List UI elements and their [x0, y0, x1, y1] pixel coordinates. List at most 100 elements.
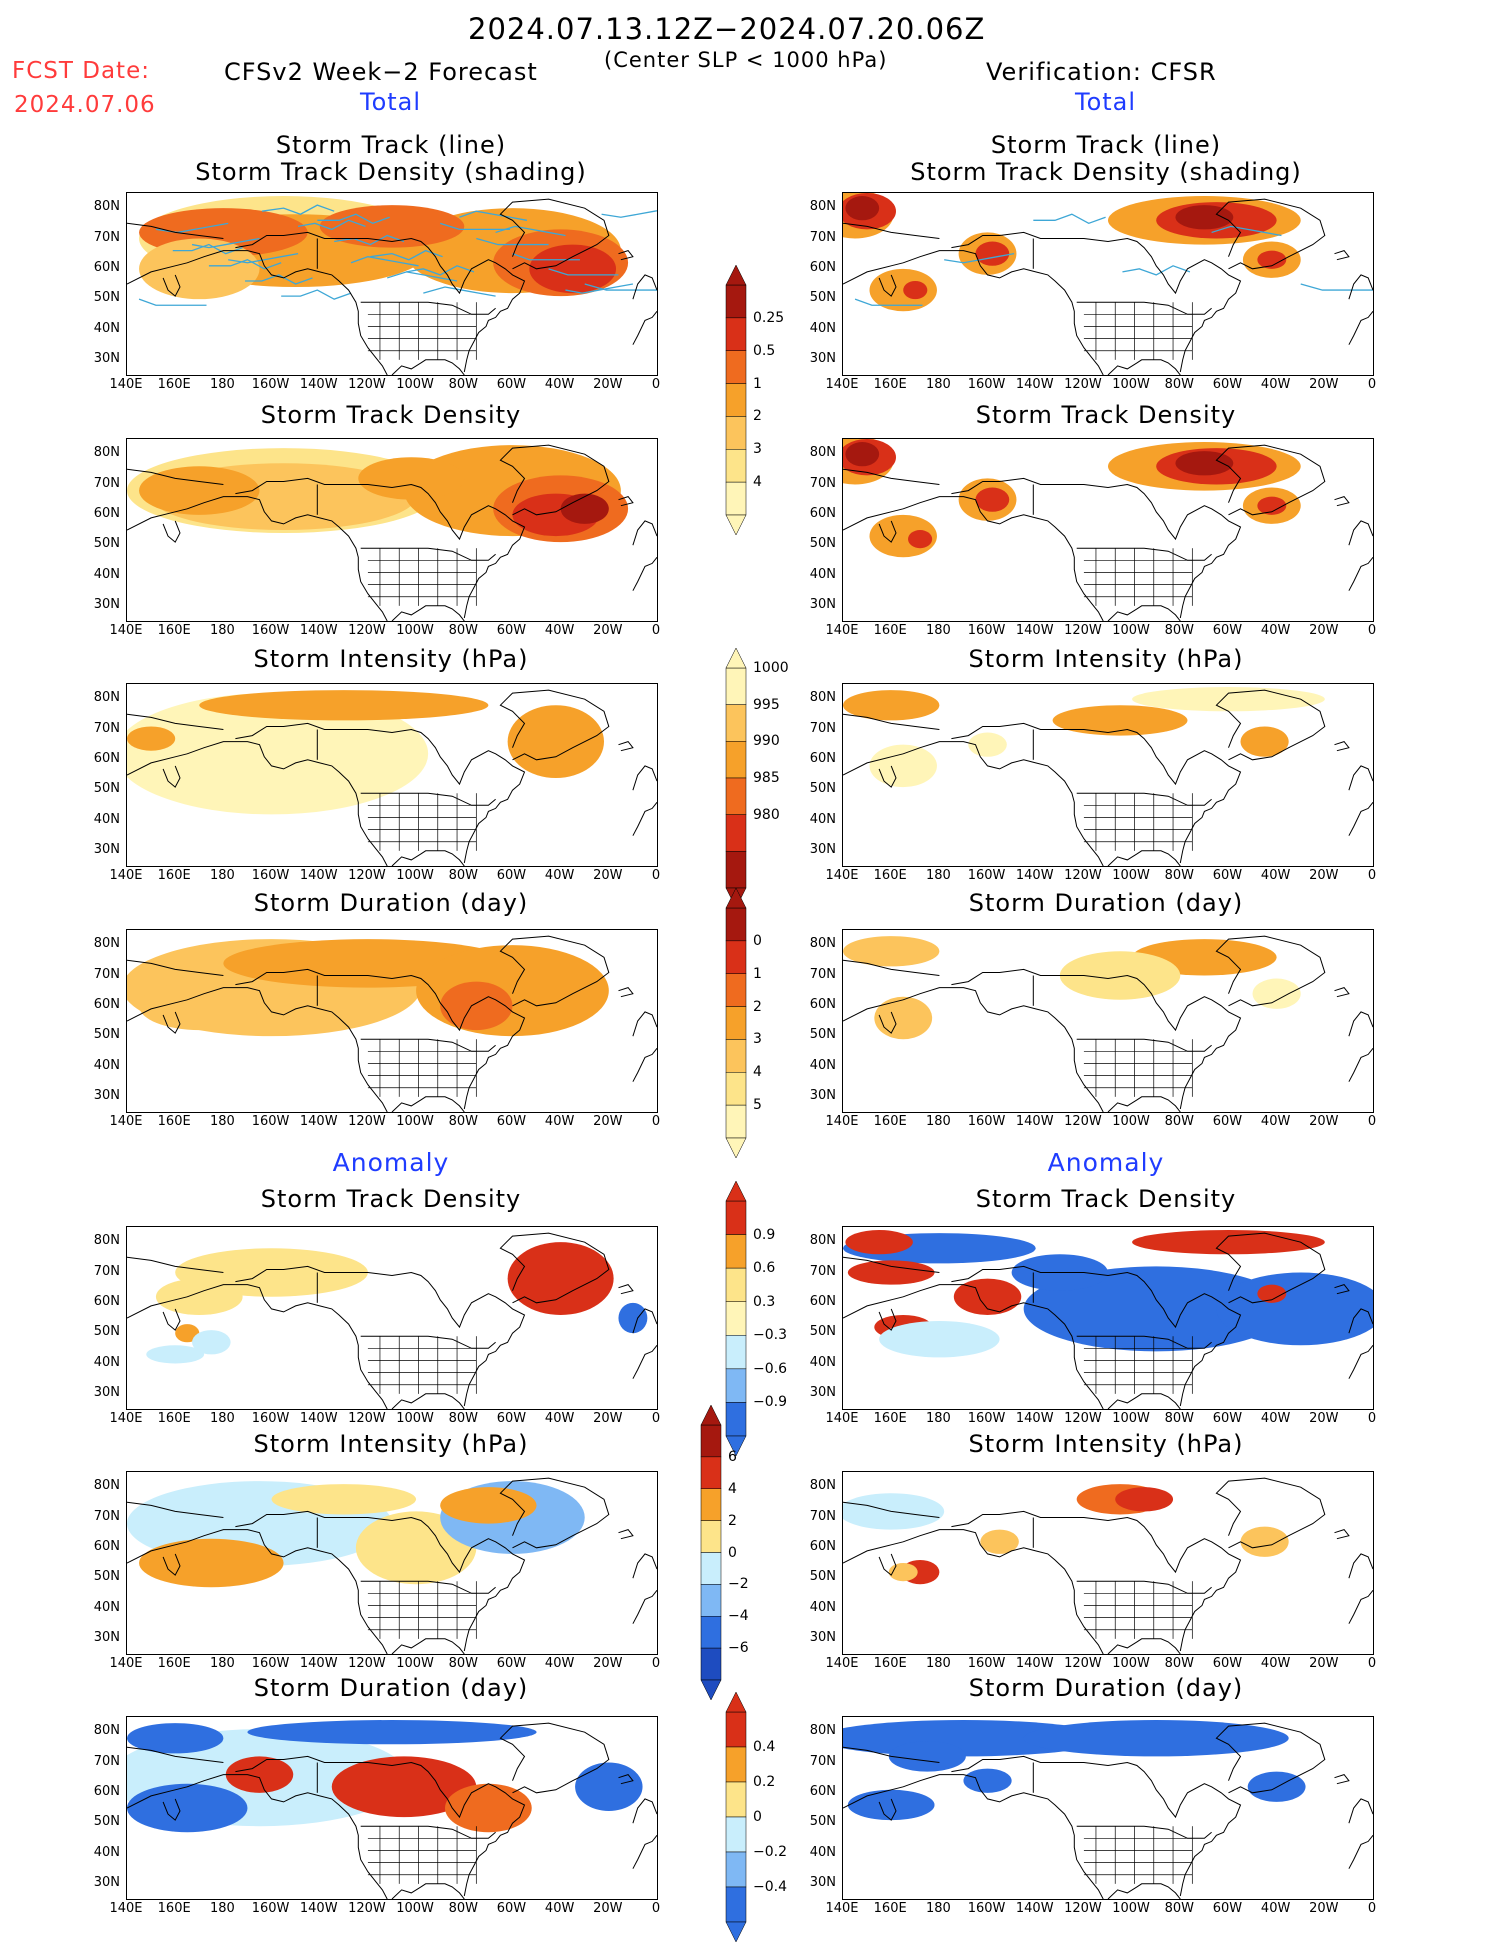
title-anom-density-right: Storm Track Density [975, 1185, 1237, 1213]
coastline [1334, 1529, 1350, 1540]
coastline [1348, 1308, 1373, 1334]
lon-tick-label: 160W [251, 1114, 290, 1129]
lon-tick-label: 120W [348, 377, 386, 392]
coastline [843, 741, 1104, 866]
shading-region [155, 1278, 243, 1315]
lon-tick-label: 60W [1212, 1901, 1243, 1916]
lon-tick-label: 0 [1367, 623, 1377, 638]
coastline [235, 1510, 526, 1652]
shading-region [1132, 687, 1325, 712]
coastline [1215, 935, 1326, 1007]
coastline [843, 987, 1104, 1112]
lon-tick-label: 80W [1164, 377, 1194, 392]
coastline [360, 792, 496, 806]
colorbar-tick-label: −0.3 [753, 1327, 787, 1344]
coastline [391, 850, 465, 866]
lon-tick-label: 160W [251, 377, 290, 392]
shading-region [271, 1484, 417, 1515]
colorbar-tick-label: −2 [728, 1576, 749, 1593]
lat-tick-label: 30N [809, 1629, 836, 1645]
lon-tick-label: 140E [109, 868, 143, 883]
coastline [127, 741, 388, 866]
lon-tick-label: 60W [1212, 623, 1243, 638]
lon-tick-label: 160W [251, 1656, 290, 1671]
lat-tick-label: 60N [93, 996, 120, 1012]
lon-tick-label: 180 [925, 377, 951, 392]
lat-tick-label: 30N [93, 1874, 120, 1890]
lon-tick-label: 160W [967, 377, 1006, 392]
coastline [162, 274, 181, 297]
colorbar-tick-label: 1 [753, 965, 762, 982]
coastline [127, 713, 224, 730]
lon-tick-label: 100W [396, 868, 434, 883]
lon-tick-label: 40W [1260, 1114, 1291, 1129]
title-anom-intensity-left: Storm Intensity (hPa) [253, 1430, 529, 1458]
coastline [878, 765, 897, 788]
lat-tick-label: 80N [809, 1478, 836, 1494]
title-duration-right: Storm Duration (day) [968, 889, 1244, 917]
coastline [632, 1589, 657, 1624]
coastline [632, 1553, 657, 1579]
lon-tick-label: 160E [157, 1411, 191, 1426]
lon-tick-label: 40W [544, 377, 575, 392]
coastline [235, 722, 526, 864]
colorbar-tick-label: 2 [728, 1512, 737, 1529]
lat-tick-label: 30N [809, 1384, 836, 1400]
lon-tick-label: 60W [496, 1901, 527, 1916]
storm-track-line [512, 253, 580, 261]
lon-tick-label: 40W [544, 1411, 575, 1426]
coastline [499, 444, 610, 516]
coastline [162, 1798, 181, 1821]
coastline [127, 959, 224, 976]
coastline [618, 987, 634, 998]
shading-region [127, 726, 176, 751]
lon-tick-label: 100W [396, 1901, 434, 1916]
lon-tick-label: 20W [593, 377, 623, 392]
coastline [235, 477, 526, 619]
coastline [1215, 1232, 1326, 1304]
lat-tick-label: 30N [809, 350, 836, 366]
lon-tick-label: 100W [1112, 623, 1150, 638]
lon-tick-label: 140E [825, 623, 859, 638]
coastline [1107, 1096, 1181, 1112]
map-canvas [127, 1720, 657, 1899]
shading-region [1059, 951, 1181, 1000]
lon-tick-label: 140E [109, 1901, 143, 1916]
storm-track-line [495, 225, 566, 237]
fcst-label: FCST Date: [12, 58, 150, 84]
lon-tick-label: 80W [1164, 1901, 1194, 1916]
coastline [843, 250, 1104, 375]
lon-tick-label: 160W [967, 1656, 1006, 1671]
shading-region [908, 530, 933, 549]
coastline [499, 935, 610, 1007]
shading-region [440, 1487, 537, 1524]
shading-region [139, 466, 260, 515]
lon-tick-label: 20W [1309, 1114, 1339, 1129]
lon-tick-label: 60W [1212, 1411, 1243, 1426]
lon-tick-label: 40W [1260, 1656, 1291, 1671]
coastline [878, 1553, 897, 1576]
colorbar-tick-label: 0 [753, 932, 762, 949]
map-canvas [127, 444, 657, 621]
coastline [1107, 605, 1181, 621]
lon-tick-label: 60W [496, 1411, 527, 1426]
lon-tick-label: 80W [1164, 623, 1194, 638]
lat-tick-label: 30N [809, 841, 836, 857]
coastline [127, 1746, 224, 1763]
map-panel-r4 [842, 929, 1374, 1113]
shading-region [1252, 978, 1301, 1009]
storm-track-line [423, 286, 496, 297]
shading-region [127, 1783, 248, 1833]
colorbar-tick-label: 0.9 [753, 1226, 776, 1243]
coastline [878, 1308, 897, 1331]
shading-region [1240, 1526, 1289, 1557]
lat-tick-label: 50N [93, 290, 120, 306]
lon-tick-label: 20W [593, 1901, 623, 1916]
lon-tick-label: 0 [651, 1656, 661, 1671]
lon-tick-label: 180 [925, 1411, 951, 1426]
coastline [235, 1755, 526, 1897]
lon-tick-label: 120W [1064, 868, 1102, 883]
shading-region [507, 1242, 614, 1315]
shading-region [874, 996, 933, 1040]
colorbar-tick-label: −0.4 [753, 1879, 787, 1895]
